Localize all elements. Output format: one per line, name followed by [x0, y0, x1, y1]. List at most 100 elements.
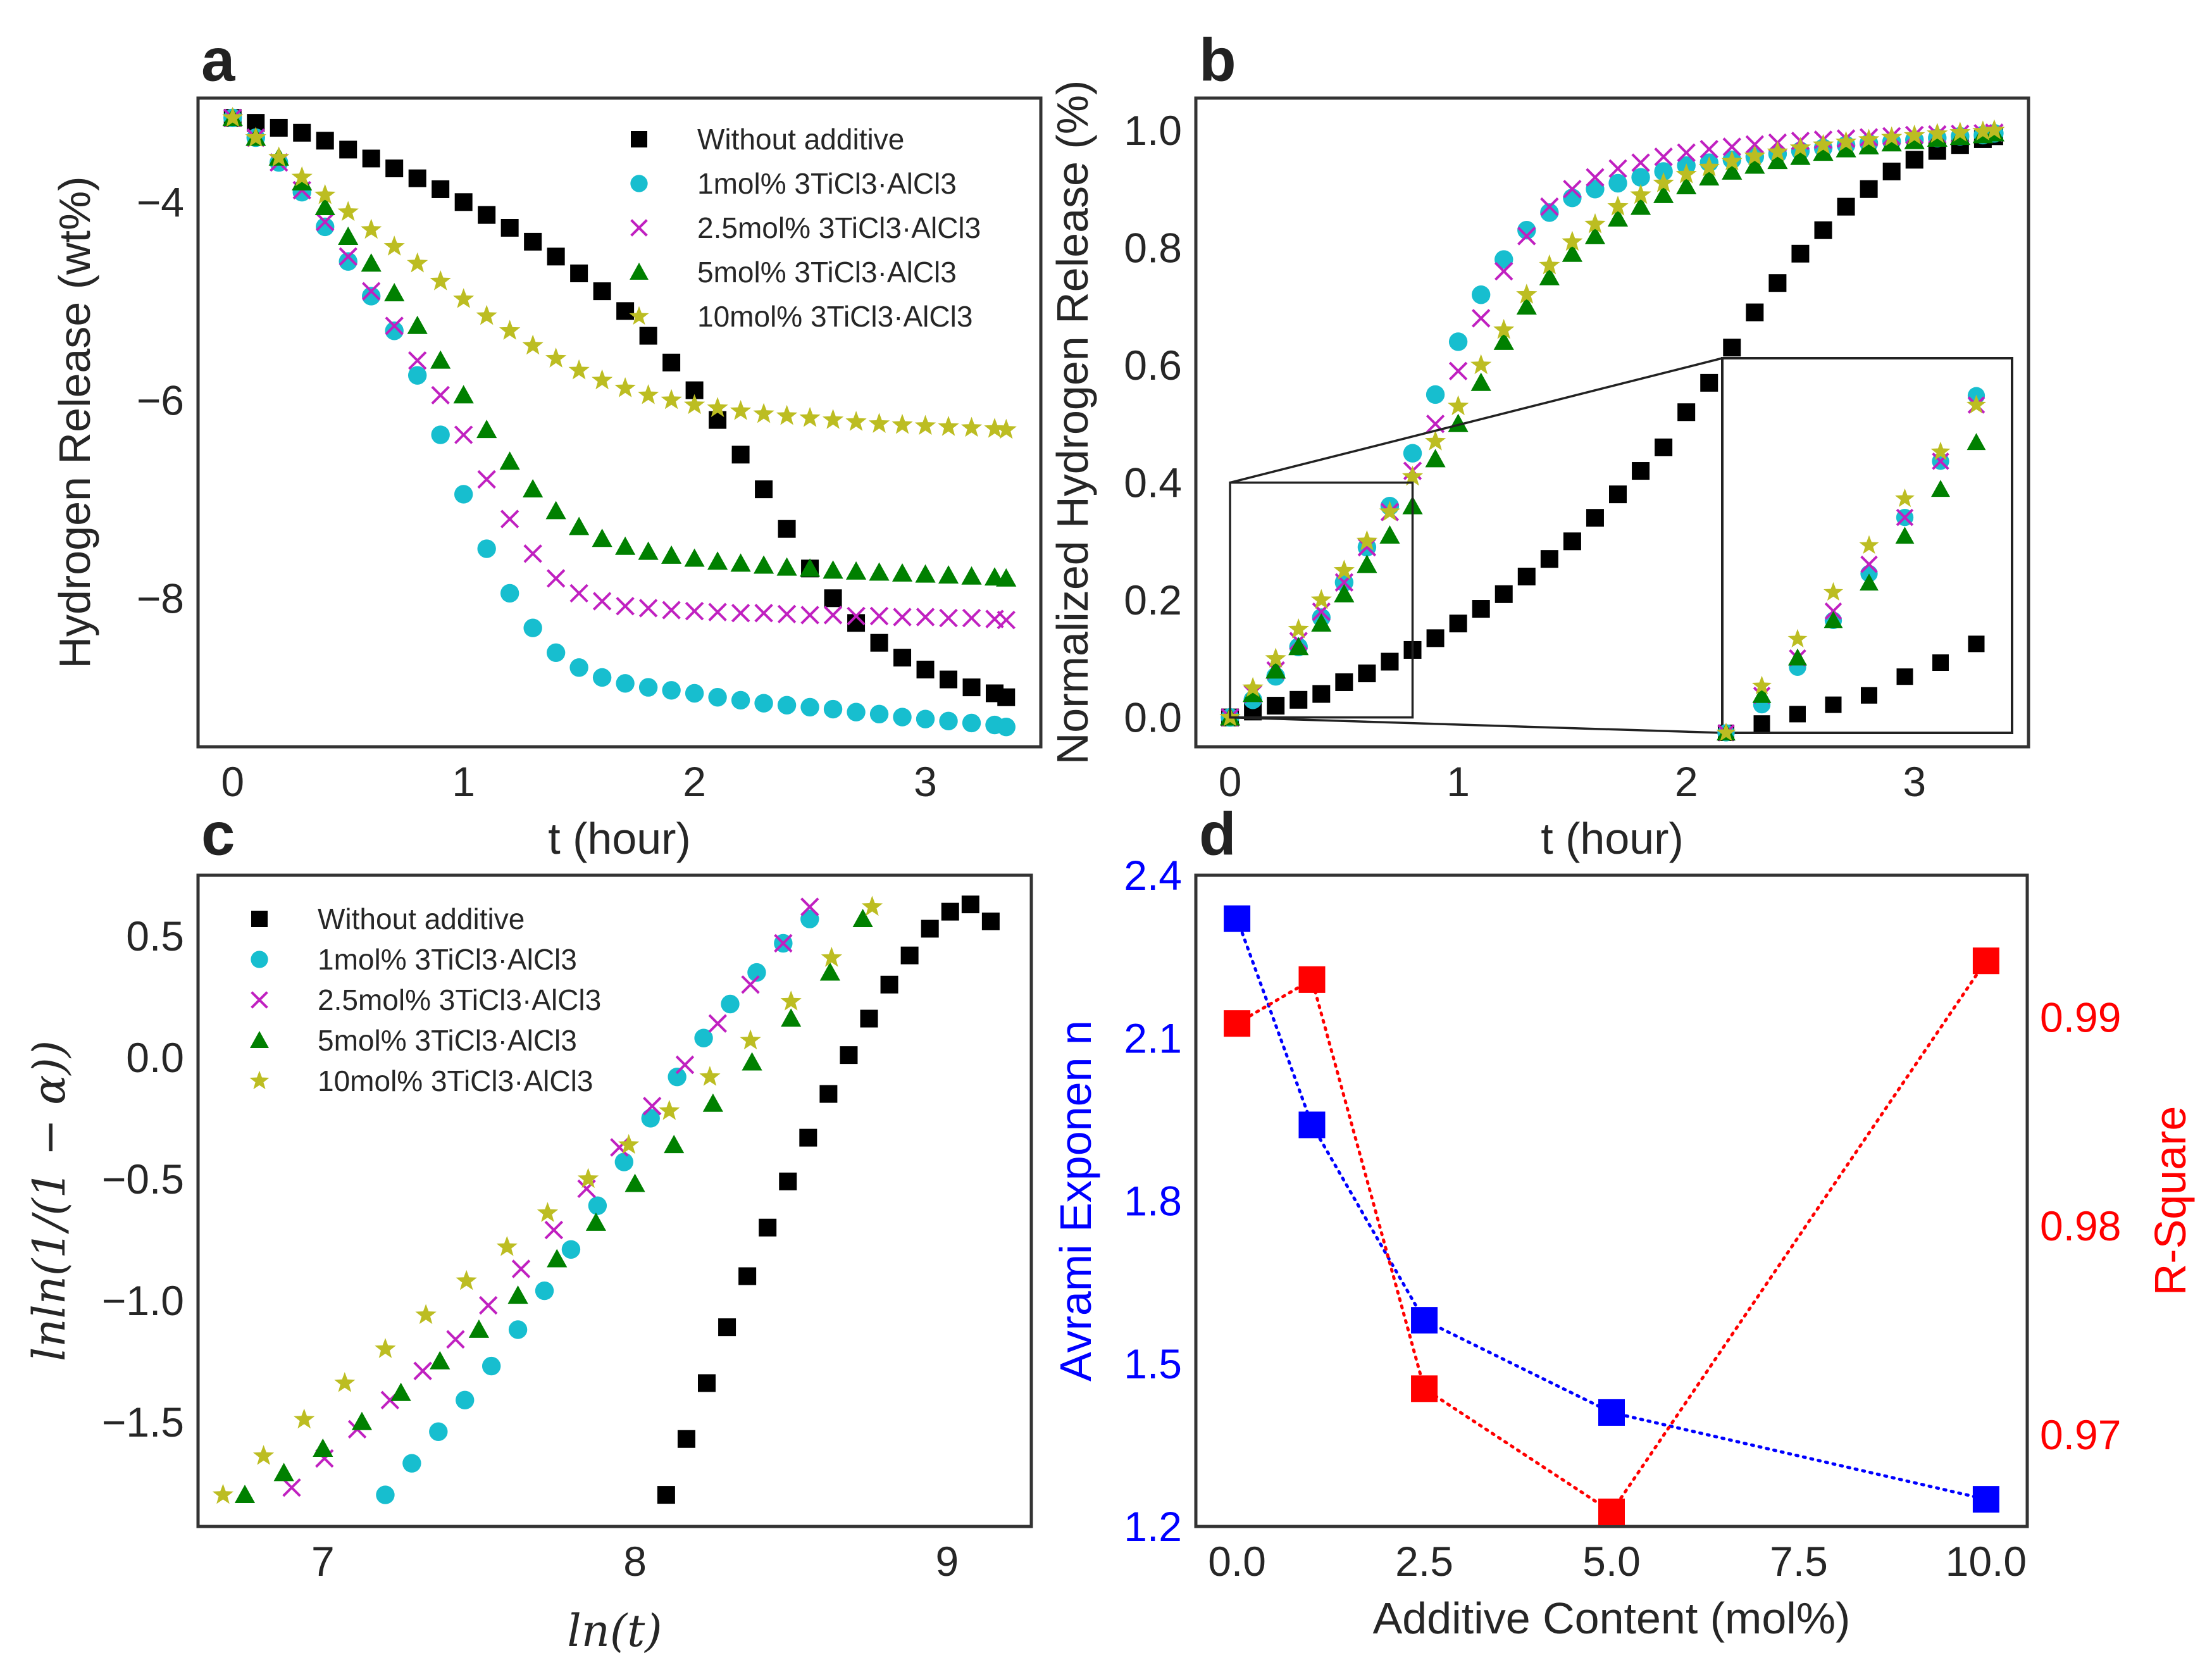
data-point	[508, 1320, 528, 1339]
x-tick-label: 2.5	[1395, 1538, 1453, 1585]
data-point	[1608, 159, 1627, 178]
data-point	[270, 118, 288, 137]
data-point	[385, 159, 404, 178]
data-point	[615, 536, 636, 555]
data-point	[1630, 184, 1651, 204]
data-point	[1424, 430, 1446, 451]
data-point	[984, 418, 1005, 438]
data-point	[1789, 137, 1811, 157]
data-point	[1723, 339, 1741, 357]
legend: Without additive 1mol% 3TiCl3·AlCl3 2.5mol…	[249, 902, 601, 1097]
data-point	[823, 699, 843, 719]
y-tick-label: 0.2	[1124, 577, 1182, 623]
inset-data-point	[1931, 480, 1950, 497]
data-point	[1494, 585, 1513, 603]
data-point	[997, 688, 1016, 706]
data-point	[708, 602, 727, 621]
legend-marker	[630, 175, 648, 192]
data-point	[1745, 135, 1765, 154]
data-point	[1653, 184, 1674, 203]
data-point	[624, 1173, 645, 1192]
inset-data-point	[1930, 441, 1951, 461]
data-point	[1608, 173, 1627, 193]
series-2-5mol-3ticl3-alcl3	[282, 897, 819, 1497]
data-point	[430, 350, 451, 369]
series-10mol-3ticl3-alcl3	[1219, 119, 2005, 727]
data-point	[893, 708, 912, 727]
data-point	[1836, 139, 1856, 158]
data-point	[819, 962, 840, 981]
data-point	[638, 678, 658, 697]
data-point	[662, 681, 681, 700]
data-point	[1516, 284, 1538, 304]
data-point	[407, 366, 427, 385]
data-point	[731, 690, 750, 710]
data-point	[616, 597, 635, 616]
data-point	[316, 217, 335, 237]
data-point	[1814, 221, 1832, 239]
panel-c: c 7 8 9 0.5 0.0 −0.5 −1.0 −1.5 ln(t) lnln(1/(1 − α…	[23, 801, 1033, 1657]
data-point	[1494, 250, 1513, 269]
data-point	[315, 212, 335, 232]
data-point	[845, 561, 867, 580]
data-point	[962, 713, 981, 733]
data-point	[446, 1330, 465, 1349]
data-point	[921, 920, 939, 938]
data-point	[482, 1356, 501, 1376]
data-point	[1539, 266, 1560, 285]
data-point	[1881, 126, 1903, 147]
data-point	[523, 544, 542, 563]
data-point	[869, 562, 890, 581]
data-point	[592, 668, 612, 687]
legend-label: 5mol% 3TiCl3·AlCl3	[318, 1024, 577, 1057]
data-point	[313, 1438, 333, 1457]
data-point	[868, 413, 890, 433]
data-point	[523, 618, 542, 637]
data-point	[997, 610, 1016, 630]
data-point	[1224, 905, 1251, 932]
legend-marker	[250, 1031, 269, 1048]
data-point	[1563, 188, 1582, 208]
data-point	[361, 253, 382, 272]
data-point	[638, 384, 659, 404]
data-point	[316, 132, 334, 150]
data-point	[614, 1152, 633, 1171]
data-point	[759, 1218, 777, 1237]
data-point	[1972, 1486, 1999, 1513]
data-point	[1905, 151, 1923, 169]
data-point	[291, 166, 313, 187]
data-point	[454, 485, 473, 504]
data-point	[823, 606, 843, 625]
data-point	[478, 206, 496, 224]
data-point	[662, 601, 681, 620]
data-point	[339, 247, 357, 266]
series-5mol-3ticl3-alcl3	[1219, 123, 2005, 726]
data-point	[916, 660, 935, 678]
data-point	[1972, 120, 1994, 140]
data-point	[1493, 318, 1515, 339]
data-point	[708, 688, 727, 707]
legend-marker	[631, 131, 647, 147]
y-tick-label: 0.8	[1124, 225, 1182, 271]
data-point	[268, 146, 290, 167]
data-point	[1721, 150, 1743, 171]
data-point	[1881, 133, 1902, 152]
data-point	[1539, 254, 1560, 275]
data-point	[677, 1430, 695, 1448]
data-point	[707, 397, 728, 417]
data-point	[1517, 227, 1536, 246]
inset-data-point	[1787, 628, 1808, 648]
data-point	[1411, 1375, 1438, 1402]
data-point	[431, 425, 450, 444]
data-point	[592, 592, 612, 611]
data-point	[476, 420, 497, 439]
inset-data-point	[1752, 675, 1772, 695]
data-point	[800, 909, 819, 928]
data-point	[545, 347, 567, 368]
data-point	[962, 608, 981, 628]
data-point	[616, 674, 635, 693]
data-point	[721, 994, 740, 1014]
data-point	[507, 1285, 528, 1304]
data-point	[222, 106, 244, 127]
data-point	[1700, 373, 1718, 392]
